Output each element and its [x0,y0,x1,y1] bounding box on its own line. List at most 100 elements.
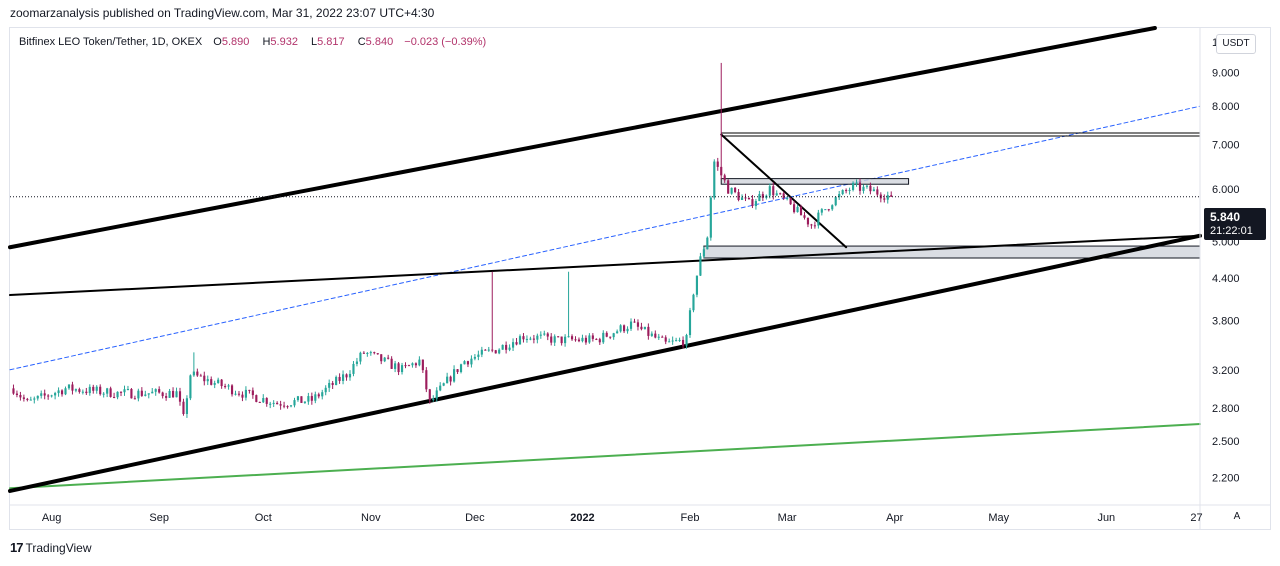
candle-body [564,336,567,344]
candle-body [612,333,615,338]
y-tick-label: 2.500 [1212,436,1240,448]
candle-body [810,224,813,226]
candle-body [196,371,199,376]
currency-button[interactable]: USDT [1216,34,1256,54]
candle-body [511,342,515,348]
candle-body [171,390,175,398]
candle-body [387,357,390,359]
candle-body [775,193,778,196]
candle-body [321,392,324,397]
candle-body [435,390,438,399]
x-tick-label: 2022 [570,512,594,524]
candle-body [480,349,483,355]
candle-body [543,333,546,335]
candle-body [262,398,265,403]
candle-body [827,209,830,211]
candle-body [397,363,400,373]
candle-body [862,186,865,191]
candle-body [713,161,716,198]
open-label: O [213,36,222,48]
y-tick-label: 2.800 [1212,403,1240,415]
candle-body [890,195,893,197]
candle-body [67,384,71,389]
candle-body [459,364,463,373]
candle-body [303,401,306,403]
candle-body [36,395,39,399]
tradingview-logo-icon: 17 [10,540,24,555]
candle-body [740,197,744,201]
publisher-caption: zoomarzanalysis published on TradingView… [10,6,435,20]
candle-body [33,398,36,400]
candle-body [584,337,587,343]
candle-body [570,336,574,340]
candle-body [574,339,577,341]
candle-body [730,187,733,194]
candle-body [623,325,626,332]
candle-body [92,386,95,391]
candle-body [515,342,518,345]
candle-body [681,339,685,346]
candle-body [650,333,653,336]
candle-body [619,325,622,332]
candle-body [81,391,84,393]
y-tick-label: 3.800 [1212,315,1240,327]
candle-body [199,375,202,377]
candle-body [352,363,355,374]
candle-body [473,356,476,359]
candle-body [203,375,206,382]
candle-body [744,197,747,199]
candle-body [310,396,313,401]
candle-body [876,189,879,195]
candle-body [390,358,393,369]
candle-body [230,385,234,395]
auto-scale-button[interactable]: A [1233,511,1241,522]
candle-body [737,192,740,201]
tradingview-brand[interactable]: 17 TradingView [10,540,92,555]
candle-body [657,336,660,338]
candle-body [366,352,369,354]
candle-body [60,390,64,395]
candle-body [664,337,667,342]
candle-body [824,209,827,211]
candle-body [841,190,844,195]
y-tick-label: 9.000 [1212,67,1240,79]
candle-body [789,198,792,205]
green-moving-average-line [9,423,1201,490]
candle-body [168,390,171,398]
candle-body [456,369,459,373]
x-tick-label: Oct [255,512,272,524]
candle-body [695,275,699,295]
candles-layer [12,62,893,418]
candle-body [640,326,643,330]
candle-body [154,389,157,392]
candle-body [484,349,487,351]
candle-body [29,399,32,401]
y-tick-label: 3.200 [1212,365,1240,377]
candle-body [858,182,862,191]
candle-body [220,379,223,387]
candle-body [54,393,57,396]
high-value: 5.932 [270,36,298,48]
x-tick-label: Dec [465,512,485,524]
candle-body [185,398,189,415]
candle-body [501,344,504,350]
candle-body [265,398,268,404]
x-tick-label: Aug [42,512,62,524]
x-tick-label: Nov [361,512,381,524]
candle-body [380,354,383,362]
candle-body [747,197,751,200]
candle-body [685,335,688,346]
candle-body [779,193,782,195]
candle-body [248,389,251,391]
candle-body [754,201,757,207]
candle-body [820,209,823,213]
candle-body [418,359,421,366]
candle-body [210,379,213,385]
candle-body [421,359,424,371]
y-tick-label: 1 [1212,37,1218,49]
low-label: L [311,36,318,48]
last-price-tag: 5.840 21:22:01 [1204,208,1266,240]
candle-body [133,398,136,400]
channel-lower-line [8,233,1202,493]
